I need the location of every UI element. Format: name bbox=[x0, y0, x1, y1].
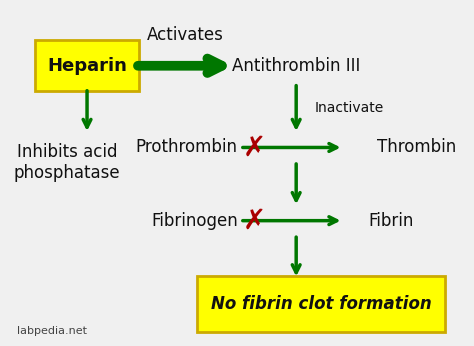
Text: Prothrombin: Prothrombin bbox=[136, 138, 238, 156]
Text: ✗: ✗ bbox=[243, 207, 266, 235]
Text: Heparin: Heparin bbox=[47, 57, 127, 75]
Text: Fibrinogen: Fibrinogen bbox=[151, 212, 238, 230]
Text: No fibrin clot formation: No fibrin clot formation bbox=[210, 295, 431, 313]
Text: Inhibits acid
phosphatase: Inhibits acid phosphatase bbox=[13, 143, 120, 182]
FancyBboxPatch shape bbox=[36, 40, 139, 91]
Text: Antithrombin III: Antithrombin III bbox=[232, 57, 360, 75]
Text: Thrombin: Thrombin bbox=[377, 138, 456, 156]
FancyBboxPatch shape bbox=[197, 276, 445, 332]
Text: Inactivate: Inactivate bbox=[314, 101, 383, 115]
Text: Activates: Activates bbox=[147, 26, 224, 44]
Text: ✗: ✗ bbox=[243, 134, 266, 162]
Text: Fibrin: Fibrin bbox=[368, 212, 413, 230]
Text: labpedia.net: labpedia.net bbox=[18, 326, 87, 336]
